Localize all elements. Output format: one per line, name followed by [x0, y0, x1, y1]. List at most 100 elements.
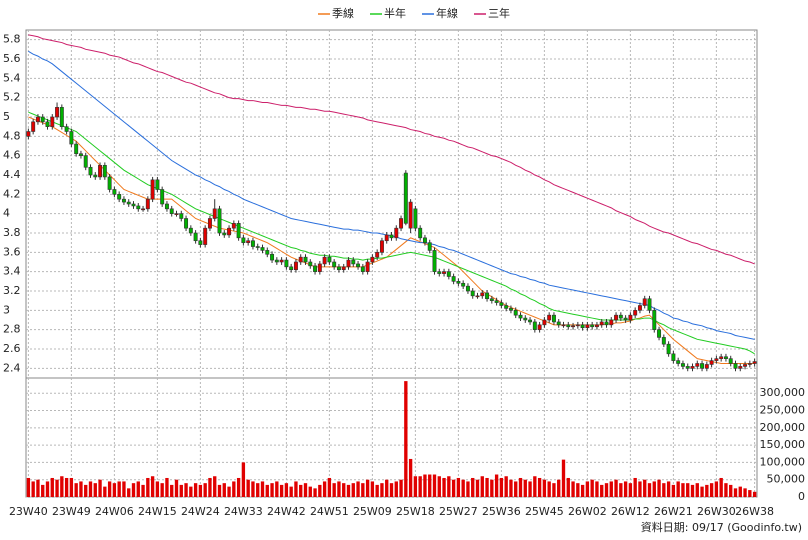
candle-body: [704, 364, 709, 369]
volume-bar: [55, 479, 59, 497]
x-tick-label: 25W45: [525, 505, 564, 518]
volume-bar: [705, 484, 709, 497]
volume-bar: [399, 479, 403, 497]
candle-body: [528, 319, 533, 323]
volume-bar: [542, 479, 547, 497]
volume-bar: [260, 481, 265, 497]
y-tick-label: 2.6: [3, 342, 21, 355]
candle-body: [270, 253, 275, 261]
volume-bar: [31, 481, 35, 497]
candle-body: [136, 205, 141, 210]
y-tick-label: 5.4: [3, 71, 21, 84]
candle-body: [260, 247, 265, 251]
candle-body: [246, 240, 251, 243]
candle-body: [198, 240, 203, 245]
volume-bar: [380, 483, 384, 497]
candle-body: [370, 256, 375, 263]
volume-bar: [98, 479, 102, 497]
candle-body: [64, 126, 69, 132]
volume-bar: [623, 481, 628, 497]
volume-bar: [494, 474, 499, 497]
volume-bar: [499, 477, 504, 497]
candle-body: [313, 265, 318, 272]
candle-body: [485, 292, 490, 300]
volume-bar: [193, 483, 198, 497]
volume-bar: [203, 483, 207, 497]
candle-body: [451, 276, 456, 282]
candle-body: [203, 227, 208, 245]
x-tick-label: 25W27: [439, 505, 478, 518]
candle-body: [623, 317, 628, 321]
candle-body: [747, 363, 752, 365]
candle-body: [365, 261, 370, 272]
volume-bar: [547, 481, 551, 497]
volume-bar: [208, 477, 212, 497]
x-tick-label: 25W09: [353, 505, 392, 518]
candle-body: [609, 319, 614, 326]
volume-bar: [131, 483, 136, 497]
volume-bar: [638, 481, 642, 497]
candle-body: [250, 240, 255, 247]
candle-body: [427, 242, 432, 251]
candle-body: [494, 300, 499, 303]
volume-bar: [724, 483, 728, 497]
volume-bar: [103, 486, 107, 497]
volume-bar: [576, 483, 580, 497]
candle-body: [336, 266, 341, 271]
volume-bar: [428, 474, 432, 497]
volume-bar: [413, 476, 418, 497]
volume-bar: [189, 486, 193, 497]
candle-body: [59, 107, 64, 127]
volume-bar: [112, 483, 117, 497]
candle-body: [193, 232, 198, 242]
volume-bar: [709, 483, 714, 497]
candle-body: [102, 165, 107, 178]
y-tick-label: 4: [3, 207, 10, 220]
candle-body: [561, 324, 566, 327]
volume-bar: [36, 479, 40, 497]
candle-body: [207, 218, 212, 229]
volume-bar: [150, 476, 155, 497]
volume-bar: [327, 477, 332, 497]
volume-bar: [41, 484, 45, 497]
volume-bar: [303, 483, 308, 497]
candle-body: [317, 263, 322, 272]
candle-body: [489, 298, 494, 301]
volume-bar: [752, 491, 757, 497]
candle-body: [141, 208, 146, 211]
candle-body: [126, 201, 131, 205]
legend-label: 半年: [384, 6, 406, 20]
candle-body: [633, 310, 638, 316]
y2-tick-label: 250,000: [760, 404, 806, 417]
candle-body: [604, 321, 609, 326]
x-tick-label: 26W38: [735, 505, 774, 518]
volume-bar: [738, 486, 742, 497]
candle-body: [231, 223, 236, 229]
x-tick-label: 25W18: [396, 505, 435, 518]
candle-body: [69, 131, 74, 145]
candle-body: [723, 356, 728, 359]
volume-bar: [246, 479, 250, 497]
volume-bar: [662, 483, 666, 497]
volume-bar: [480, 476, 484, 497]
candle-body: [375, 252, 380, 258]
volume-bar: [342, 483, 346, 497]
volume-bar: [600, 484, 604, 497]
candle-body: [308, 261, 313, 267]
volume-bar: [671, 484, 676, 497]
y-tick-label: 5.2: [3, 91, 21, 104]
candle-body: [55, 107, 60, 118]
volume-bar: [289, 486, 293, 497]
candle-body: [188, 227, 193, 234]
volume-bar: [714, 481, 719, 497]
candle-body: [241, 237, 246, 243]
volume-bar: [127, 488, 131, 497]
volume-bar: [533, 476, 537, 497]
ma-line: [28, 111, 755, 355]
candle-body: [599, 321, 604, 326]
volume-bar: [251, 481, 255, 497]
y-tick-label: 3.4: [3, 265, 21, 278]
volume-bar: [337, 481, 341, 497]
volume-bar: [275, 481, 279, 497]
candle-body: [394, 227, 399, 239]
